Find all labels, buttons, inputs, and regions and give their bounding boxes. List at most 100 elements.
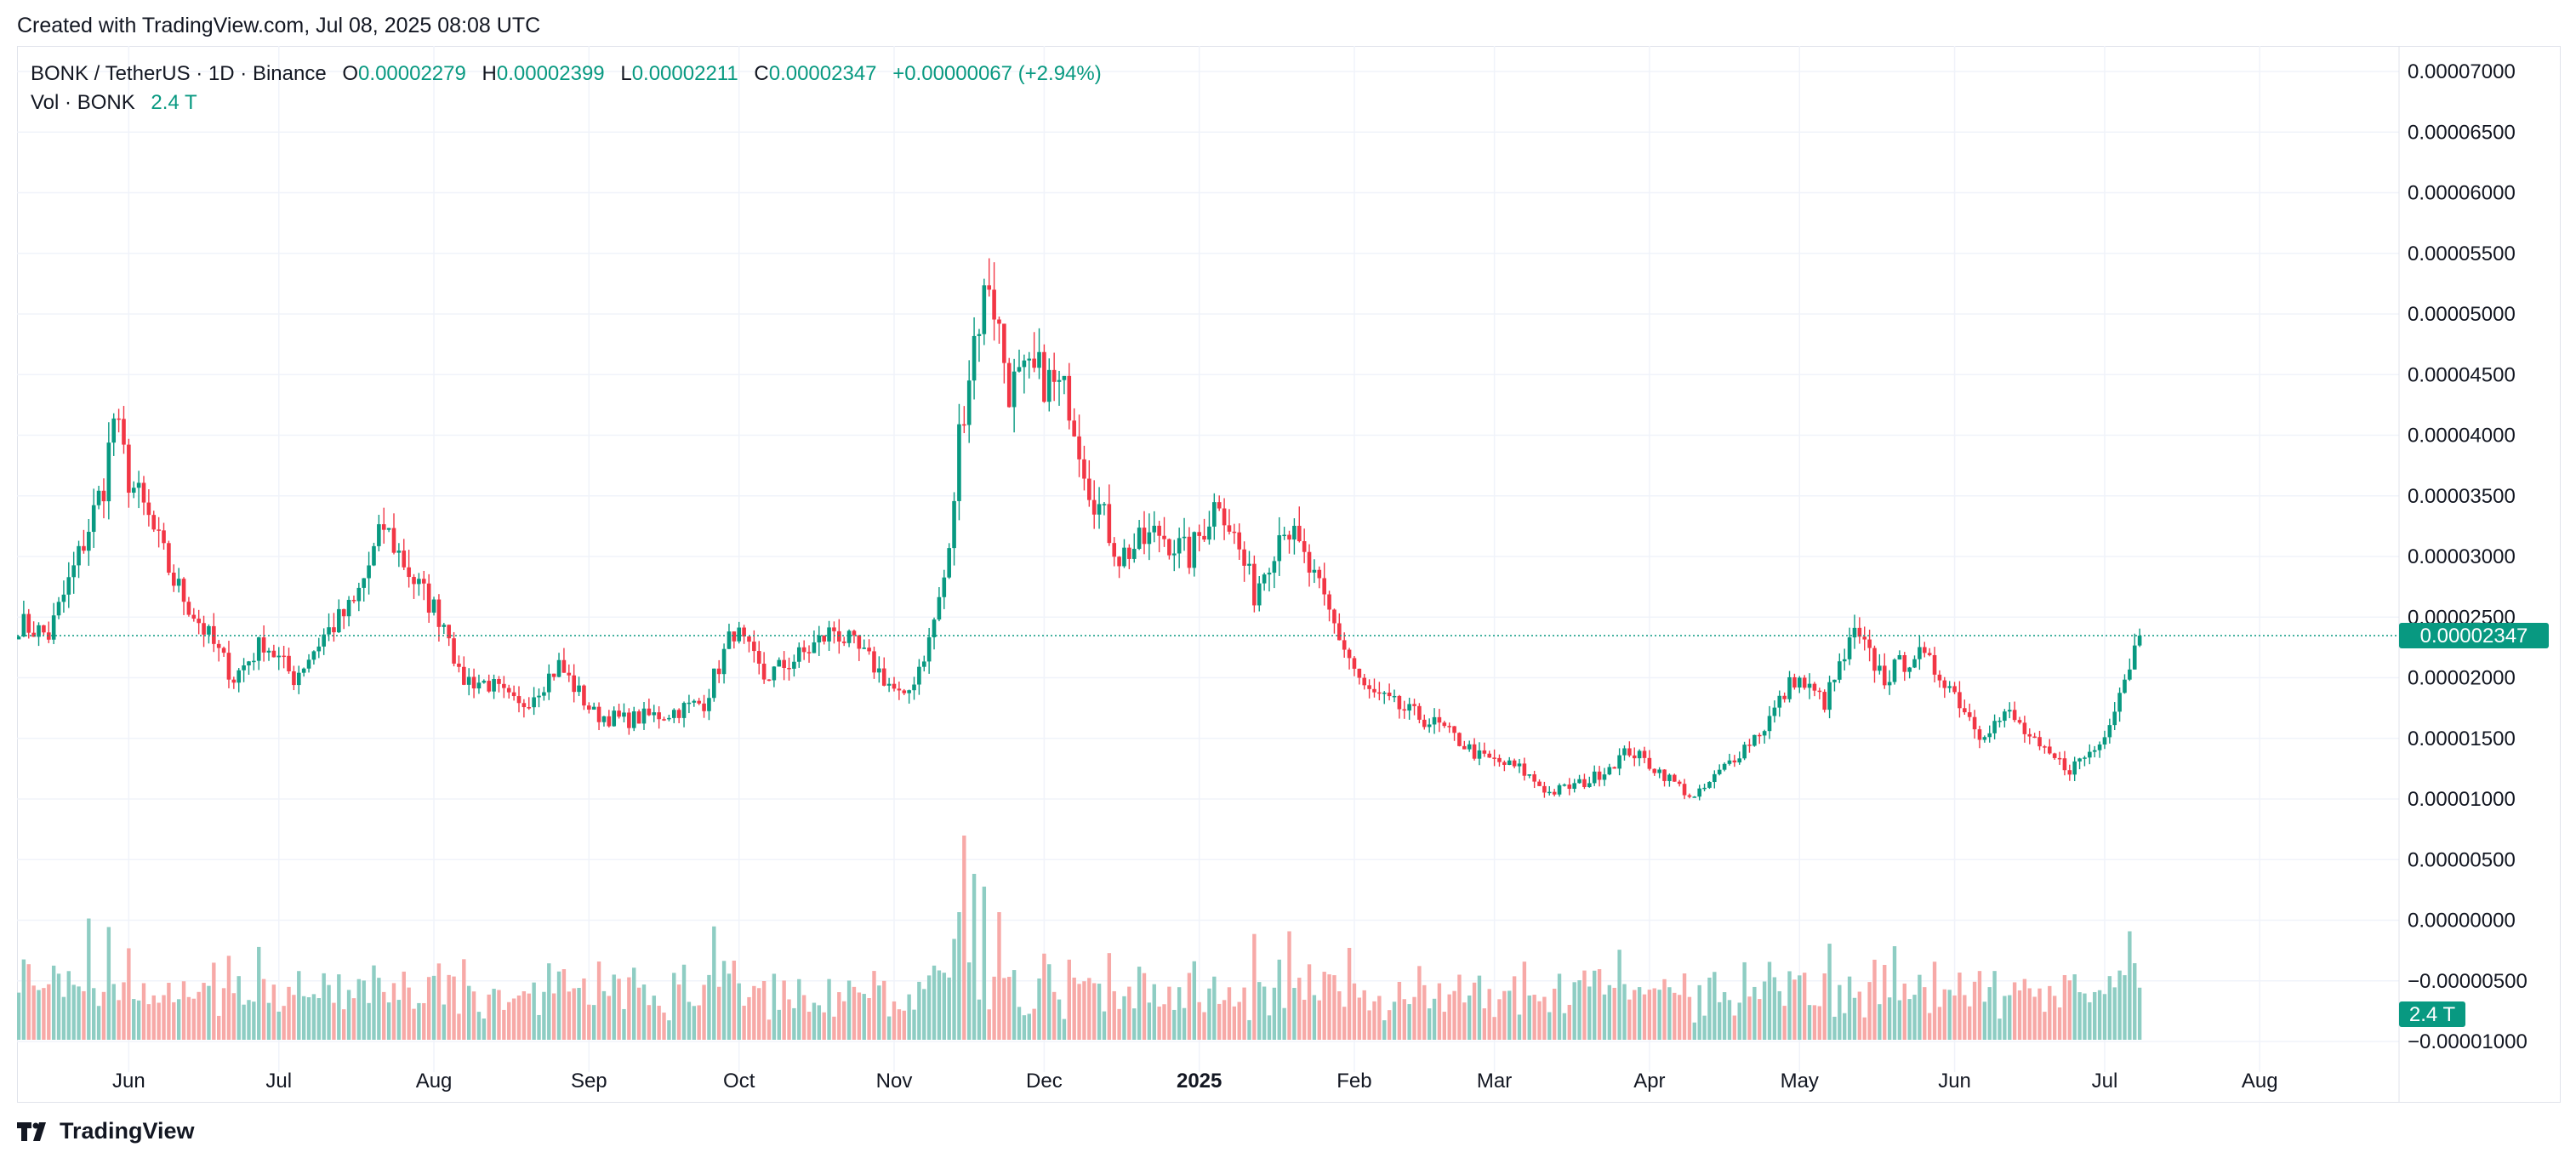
volume-bar: [662, 1013, 666, 1040]
candle-body: [1732, 760, 1737, 763]
candle-body: [87, 532, 91, 551]
change-value: +0.00000067 (+2.94%): [892, 62, 1102, 85]
candlestick-chart[interactable]: 0.00007000 0.00006500 0.00006000 0.00005500…: [17, 46, 2561, 1103]
volume-bar: [1767, 961, 1772, 1040]
candle-body: [1102, 504, 1107, 505]
volume-bar: [2022, 979, 2027, 1040]
volume-bar: [1262, 986, 1267, 1040]
candle-body: [452, 638, 456, 664]
candle-series: [17, 258, 2142, 801]
x-tick-label: Feb: [1336, 1070, 1371, 1093]
candle-body: [1947, 686, 1952, 688]
candle-body: [857, 635, 862, 649]
candle-body: [2043, 746, 2047, 748]
symbol-label[interactable]: BONK / TetherUS · 1D · Binance: [31, 62, 327, 85]
candle-body: [527, 707, 532, 709]
candle-body: [252, 660, 256, 663]
candle-body: [1817, 690, 1822, 693]
candle-body: [2022, 722, 2027, 734]
candle-body: [636, 711, 641, 724]
candle-body: [782, 659, 786, 668]
volume-bar: [221, 988, 226, 1040]
volume-bar: [521, 991, 527, 1040]
candle-body: [1487, 753, 1492, 758]
volume-bar: [1127, 986, 1131, 1040]
volume-bar: [1622, 984, 1627, 1040]
candle-body: [1692, 796, 1697, 798]
candle-body: [237, 670, 242, 683]
volume-bar: [457, 1013, 461, 1040]
volume-bar: [2003, 996, 2007, 1040]
candle-body: [1342, 640, 1347, 650]
volume-bar: [852, 986, 857, 1040]
candle-body: [641, 708, 647, 724]
candle-body: [1502, 762, 1507, 765]
candle-body: [1447, 726, 1451, 728]
volume-bar: [641, 984, 647, 1040]
candle-body: [1292, 525, 1297, 540]
volume-bar: [1207, 988, 1211, 1040]
candle-body: [96, 490, 101, 505]
candle-body: [1982, 737, 1987, 740]
volume-bar: [247, 1000, 251, 1040]
volume-bar: [1582, 970, 1587, 1040]
candle-body: [1713, 773, 1717, 783]
candle-body: [1797, 677, 1802, 688]
volume-bar: [1998, 1018, 2002, 1040]
volume-bar: [1923, 987, 1927, 1040]
volume-bar: [2052, 996, 2057, 1040]
candle-body: [1857, 627, 1862, 637]
volume-bar: [551, 993, 556, 1040]
volume-label[interactable]: Vol · BONK: [31, 91, 135, 114]
volume-bar: [962, 836, 966, 1040]
candle-body: [191, 614, 197, 619]
candle-body: [1937, 674, 1942, 681]
volume-bar: [122, 982, 126, 1040]
candle-body: [367, 565, 371, 579]
candle-body: [1547, 791, 1552, 794]
candle-body: [77, 545, 81, 566]
volume-bar: [1102, 1011, 1107, 1040]
x-tick-label: Apr: [1633, 1070, 1665, 1093]
candle-body: [1627, 748, 1632, 756]
volume-bar: [1172, 1009, 1177, 1040]
volume-bar: [932, 965, 937, 1040]
tradingview-logo-icon: [17, 1121, 46, 1141]
volume-bar: [1137, 967, 1142, 1040]
volume-bar: [1532, 995, 1536, 1040]
volume-bar: [1772, 977, 1777, 1040]
candle-body: [216, 643, 221, 648]
volume-bar: [982, 887, 987, 1040]
candle-body: [1277, 535, 1282, 562]
candle-body: [1006, 362, 1012, 408]
volume-bar: [732, 961, 737, 1040]
candle-body: [466, 676, 471, 685]
candle-body: [511, 692, 516, 697]
candle-body: [1942, 680, 1947, 688]
volume-bar: [862, 994, 866, 1040]
candle-body: [2032, 736, 2037, 739]
candle-body: [607, 716, 612, 727]
tradingview-logo[interactable]: TradingView: [17, 1118, 195, 1144]
volume-bar: [1442, 1012, 1446, 1040]
candle-body: [1167, 539, 1171, 556]
volume-bar: [797, 979, 801, 1040]
candle-body: [1722, 763, 1727, 770]
chart-area[interactable]: 0.00007000 0.00006500 0.00006000 0.00005500…: [17, 46, 2561, 1103]
volume-bar: [1362, 990, 1366, 1040]
volume-bar: [1647, 990, 1652, 1040]
candle-body: [487, 681, 492, 692]
x-tick-label: Jun: [112, 1070, 145, 1093]
candle-body: [1727, 760, 1732, 764]
volume-bar: [1057, 999, 1062, 1040]
volume-bar: [237, 976, 241, 1040]
x-tick-label: Aug: [2242, 1070, 2278, 1093]
volume-bar: [647, 1005, 652, 1040]
volume-bar: [1958, 973, 1962, 1040]
candle-body: [167, 543, 171, 573]
candle-body: [1562, 785, 1567, 786]
candle-body: [476, 682, 482, 689]
volume-bar: [37, 990, 41, 1040]
x-tick-label: 2025: [1177, 1070, 1222, 1093]
candle-body: [502, 683, 506, 688]
